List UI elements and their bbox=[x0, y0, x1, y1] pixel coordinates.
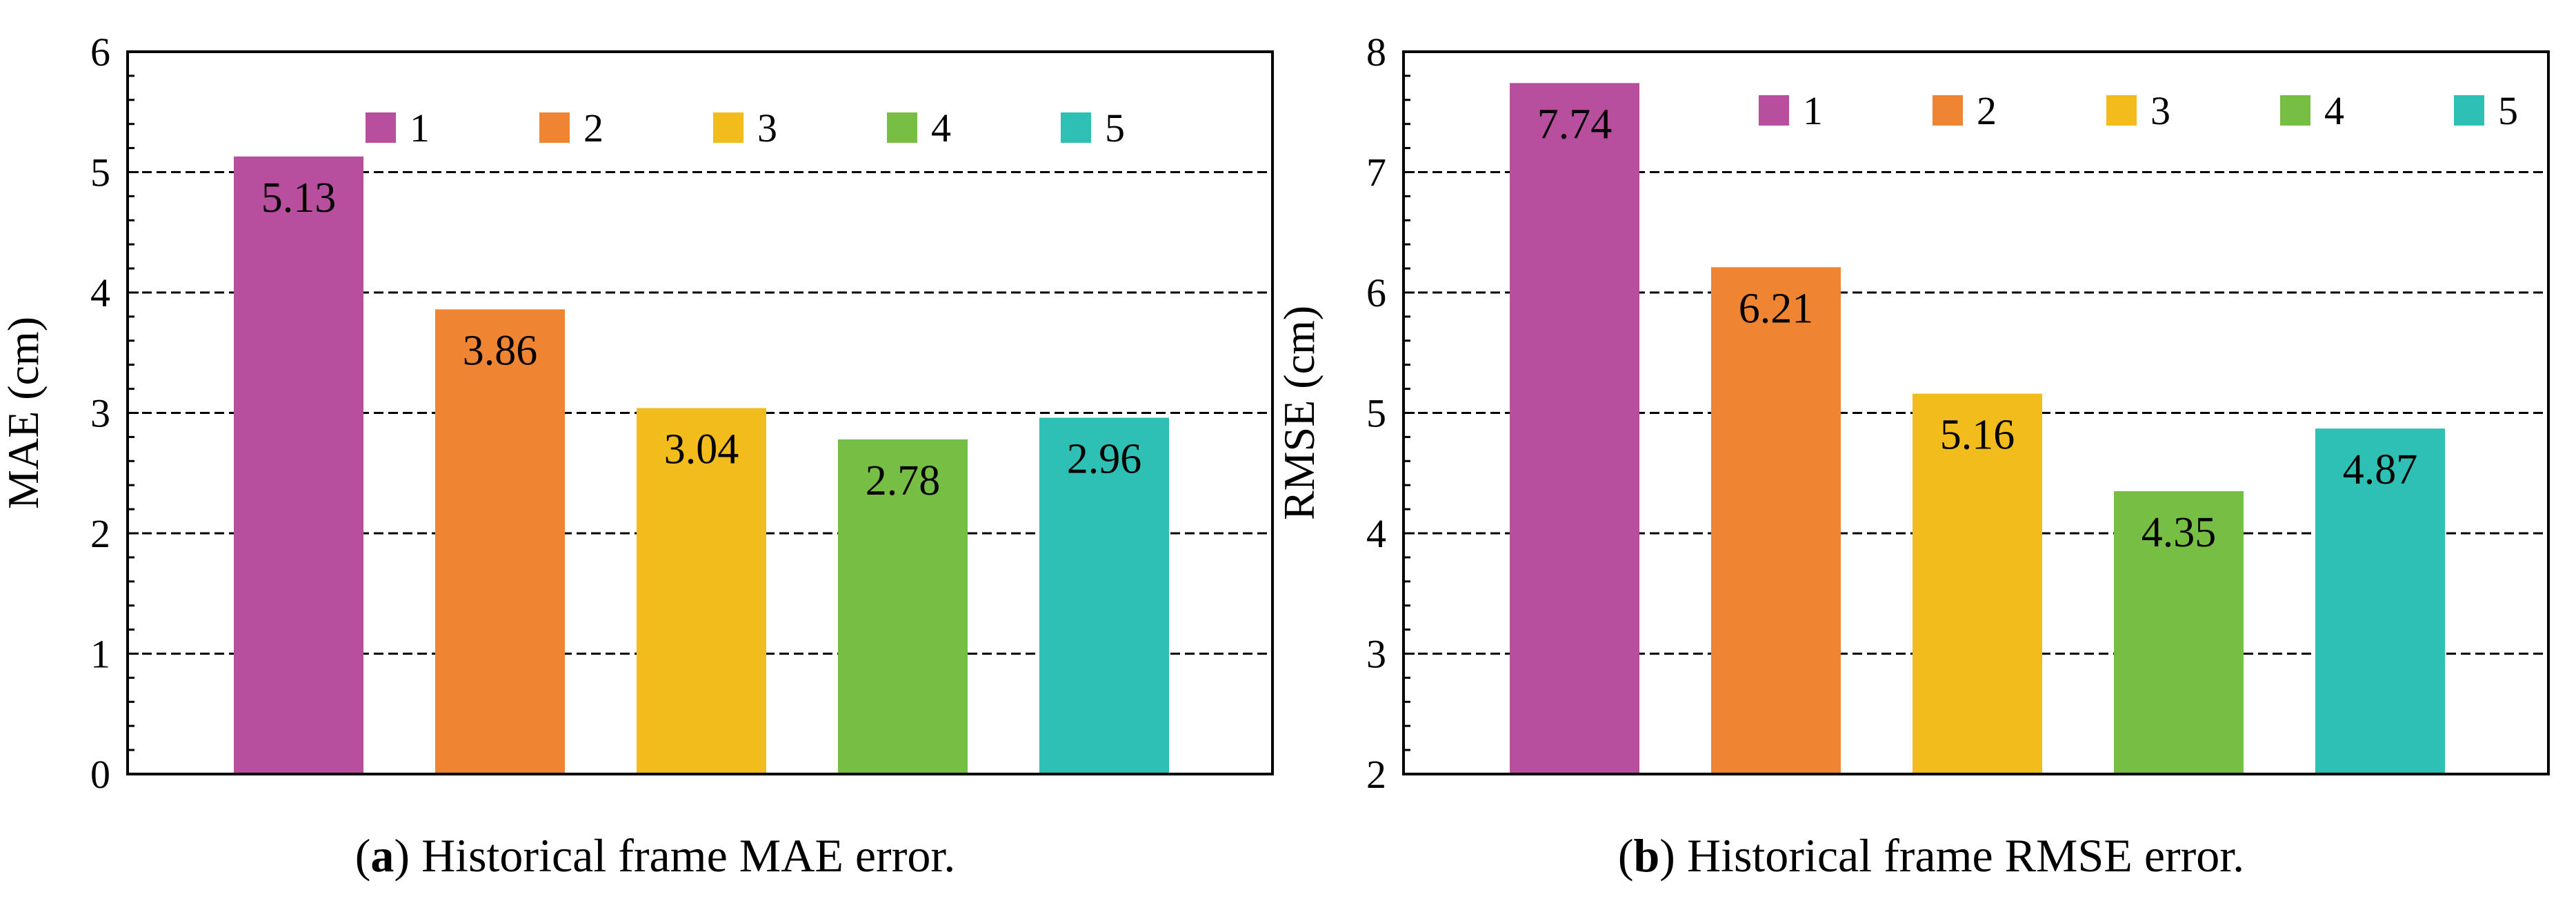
rmse-value-label-1: 7.74 bbox=[1537, 101, 1613, 148]
mae-legend-swatch-2 bbox=[539, 112, 570, 143]
rmse-legend-label-1: 1 bbox=[1803, 88, 1823, 133]
mae-bar-1 bbox=[234, 156, 363, 774]
mae-value-label-5: 2.96 bbox=[1067, 435, 1142, 482]
mae-legend-label-4: 4 bbox=[931, 106, 951, 150]
rmse-legend-label-2: 2 bbox=[1977, 88, 1997, 133]
rmse-ytick-label: 4 bbox=[1366, 511, 1386, 556]
mae-bar-2 bbox=[435, 309, 565, 774]
rmse-legend-swatch-1 bbox=[1759, 95, 1789, 126]
rmse-value-label-2: 6.21 bbox=[1739, 285, 1814, 332]
mae-chart: 5.13 3.86 3.04 2.78 2.96 0 1 2 3 4 5 6 MAE (cm) 1 2 3 4 5 bbox=[0, 30, 1274, 797]
rmse-ytick-label: 2 bbox=[1366, 752, 1386, 797]
mae-legend-swatch-1 bbox=[366, 112, 396, 143]
mae-value-label-1: 5.13 bbox=[261, 175, 337, 221]
mae-value-label-3: 3.04 bbox=[664, 426, 739, 473]
rmse-bar-5 bbox=[2315, 428, 2445, 774]
mae-legend-label-3: 3 bbox=[757, 106, 777, 150]
rmse-legend-swatch-4 bbox=[2280, 95, 2310, 126]
mae-ytick-label: 2 bbox=[90, 511, 110, 556]
mae-bar-3 bbox=[637, 408, 766, 774]
mae-legend-label-1: 1 bbox=[410, 106, 430, 150]
rmse-legend-label-4: 4 bbox=[2324, 88, 2344, 133]
rmse-ytick-label: 6 bbox=[1366, 270, 1386, 315]
mae-legend-label-5: 5 bbox=[1105, 106, 1125, 150]
caption-b-text: Historical frame RMSE error. bbox=[1686, 829, 2245, 882]
rmse-bar-3 bbox=[1913, 393, 2042, 774]
mae-bar-4 bbox=[838, 439, 968, 774]
rmse-legend-swatch-3 bbox=[2106, 95, 2137, 126]
mae-value-label-4: 2.78 bbox=[866, 457, 941, 504]
rmse-ytick-label: 7 bbox=[1366, 150, 1386, 195]
rmse-ytick-label: 3 bbox=[1366, 632, 1386, 677]
caption-a-text: Historical frame MAE error. bbox=[421, 829, 956, 882]
mae-legend-swatch-5 bbox=[1061, 112, 1091, 143]
mae-value-label-2: 3.86 bbox=[463, 327, 538, 374]
rmse-bar-1 bbox=[1510, 83, 1639, 775]
mae-ytick-label: 6 bbox=[90, 30, 110, 75]
rmse-value-label-4: 4.35 bbox=[2141, 509, 2217, 556]
mae-plot-frame bbox=[126, 50, 1274, 775]
mae-ytick-label: 5 bbox=[90, 150, 110, 195]
rmse-ytick-label: 8 bbox=[1366, 30, 1386, 75]
rmse-legend-swatch-2 bbox=[1933, 95, 1963, 126]
caption-b-tag: b bbox=[1633, 829, 1660, 882]
mae-ytick-label: 3 bbox=[90, 391, 110, 436]
rmse-legend-label-5: 5 bbox=[2498, 88, 2518, 133]
caption-b: (b) Historical frame RMSE error. bbox=[1617, 829, 2245, 882]
rmse-plot-frame bbox=[1402, 50, 2550, 775]
rmse-ytick-label: 5 bbox=[1366, 391, 1386, 436]
rmse-bar-2 bbox=[1711, 267, 1841, 775]
mae-bar-5 bbox=[1039, 417, 1169, 774]
rmse-value-label-3: 5.16 bbox=[1940, 412, 2015, 459]
rmse-ylabel: RMSE (cm) bbox=[1275, 306, 1324, 520]
rmse-chart: 7.74 6.21 5.16 4.35 4.87 2 3 4 5 6 7 8 RMSE (cm) 1 2 3 4… bbox=[1275, 30, 2550, 797]
mae-ytick-label: 1 bbox=[90, 632, 110, 677]
mae-legend-label-2: 2 bbox=[583, 106, 603, 150]
caption-a: (a) Historical frame MAE error. bbox=[355, 829, 956, 882]
mae-legend-swatch-4 bbox=[887, 112, 917, 143]
rmse-bar-4 bbox=[2114, 491, 2244, 774]
mae-ytick-label: 0 bbox=[90, 752, 110, 797]
rmse-legend-swatch-5 bbox=[2454, 95, 2484, 126]
rmse-legend-label-3: 3 bbox=[2150, 88, 2170, 133]
mae-ytick-label: 4 bbox=[90, 270, 110, 315]
mae-legend-swatch-3 bbox=[713, 112, 743, 143]
caption-a-tag: a bbox=[370, 829, 395, 882]
rmse-value-label-5: 4.87 bbox=[2343, 446, 2418, 493]
mae-ylabel: MAE (cm) bbox=[0, 317, 48, 509]
